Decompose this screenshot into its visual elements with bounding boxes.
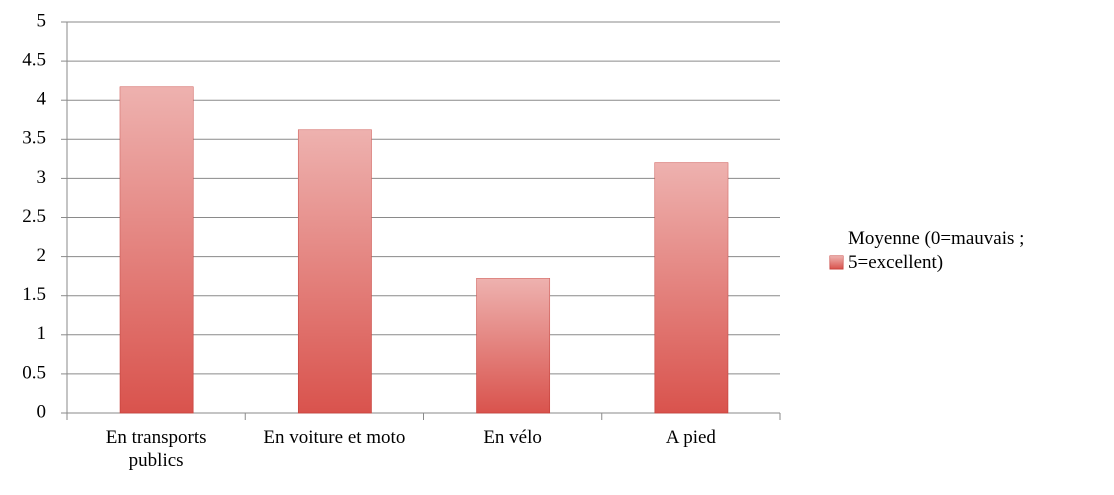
- y-tick-label: 1: [37, 323, 47, 344]
- y-tick-label: 4: [37, 89, 47, 110]
- y-tick-label: 2: [37, 245, 47, 266]
- y-tick-label: 2.5: [22, 206, 46, 227]
- x-tick-label: En voiture et moto: [263, 427, 406, 448]
- legend-label: Moyenne (0=mauvais ; 5=excellent): [848, 228, 1025, 273]
- y-tick-label: 3.5: [22, 128, 46, 149]
- x-tick-label: A pied: [665, 427, 716, 448]
- x-tick-label: En vélo: [483, 427, 542, 448]
- bar-shine: [654, 162, 728, 413]
- y-tick-label: 3: [37, 167, 47, 188]
- x-tick-label: En transports publics: [105, 427, 207, 471]
- y-tick-label: 0: [37, 401, 47, 422]
- legend-swatch-shine: [830, 256, 843, 269]
- bar-shine: [298, 129, 372, 413]
- y-tick-label: 1.5: [22, 284, 46, 305]
- y-tick-label: 5: [37, 10, 47, 31]
- bar-shine: [120, 86, 194, 413]
- y-tick-label: 0.5: [22, 362, 46, 383]
- bar-shine: [476, 278, 550, 413]
- y-tick-label: 4.5: [22, 49, 46, 70]
